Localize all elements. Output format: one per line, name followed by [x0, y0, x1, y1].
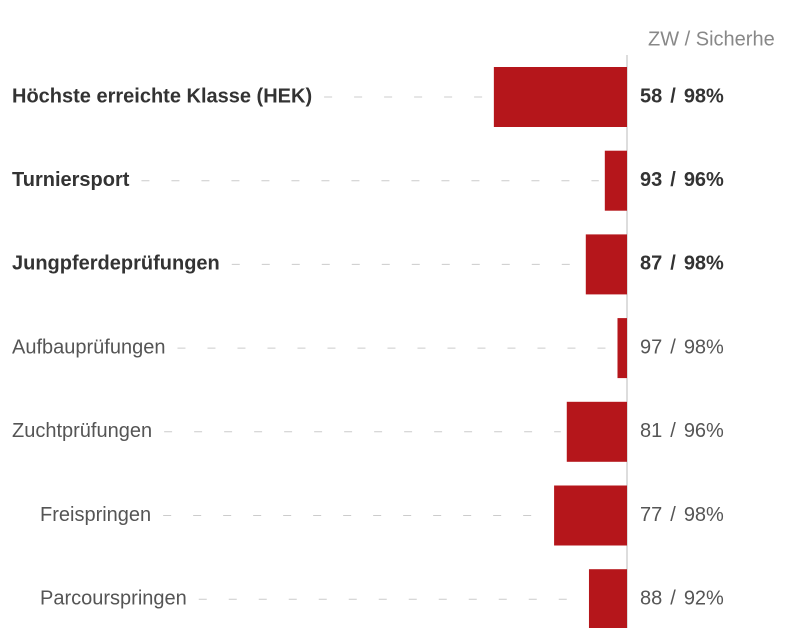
zw-value: 93 [640, 169, 662, 191]
bar [617, 318, 627, 379]
row-label: Turniersport [12, 169, 130, 191]
bar [566, 401, 627, 462]
zw-value: 77 [640, 504, 662, 526]
reliability-value: 96% [684, 169, 724, 191]
zw-value: 97 [640, 336, 662, 358]
reliability-value: 98% [684, 85, 724, 107]
row-label: Freispringen [40, 504, 151, 526]
row-label: Höchste erreichte Klasse (HEK) [12, 85, 312, 107]
zw-value: 88 [640, 587, 662, 609]
reliability-value: 92% [684, 587, 724, 609]
zw-value: 81 [640, 420, 662, 442]
bar [604, 150, 627, 211]
column-header: ZW / Sicherhe [648, 28, 775, 50]
bar [554, 485, 627, 546]
bar [493, 67, 627, 127]
reliability-value: 96% [684, 420, 724, 442]
separator: / [670, 169, 676, 191]
separator: / [670, 420, 676, 442]
zw-value: 87 [640, 253, 662, 275]
bar [588, 569, 627, 628]
zw-value: 58 [640, 85, 662, 107]
separator: / [670, 85, 676, 107]
separator: / [670, 336, 676, 358]
reliability-value: 98% [684, 504, 724, 526]
reliability-value: 98% [684, 336, 724, 358]
row-label: Aufbauprüfungen [12, 336, 165, 358]
row-label: Jungpferdeprüfungen [12, 253, 220, 275]
reliability-value: 98% [684, 253, 724, 275]
row-label: Zuchtprüfungen [12, 420, 152, 442]
separator: / [670, 504, 676, 526]
bar [585, 234, 627, 295]
row-label: Parcourspringen [40, 587, 187, 609]
separator: / [670, 253, 676, 275]
separator: / [670, 587, 676, 609]
